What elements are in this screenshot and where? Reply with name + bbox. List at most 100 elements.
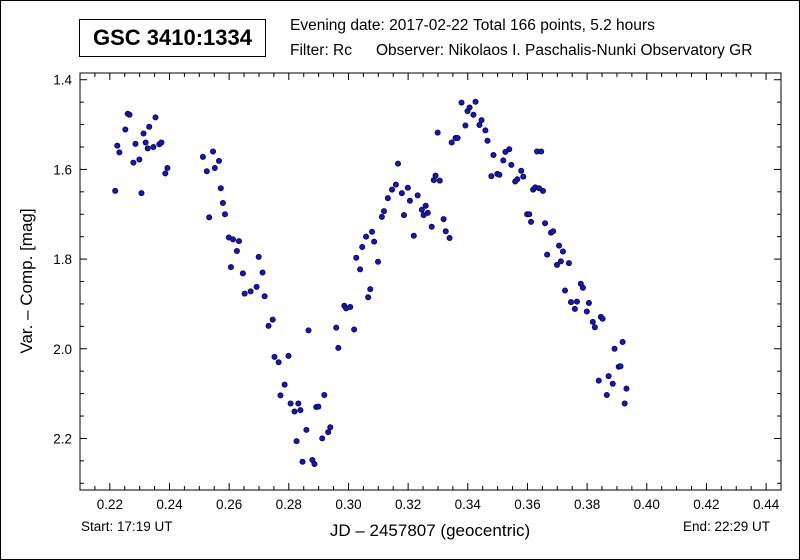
data-point	[126, 111, 133, 118]
data-point	[122, 126, 129, 133]
data-point	[321, 391, 328, 398]
data-point	[623, 385, 630, 392]
data-point	[265, 322, 272, 329]
y-tick-label: 2.2	[53, 431, 72, 446]
data-point	[478, 117, 485, 124]
star-name: GSC 3410:1334	[93, 25, 252, 50]
data-point	[291, 408, 298, 415]
x-tick-label: 0.22	[97, 497, 123, 512]
data-point	[221, 211, 228, 218]
data-point	[305, 327, 312, 334]
data-point	[351, 326, 358, 333]
data-point	[335, 344, 342, 351]
data-point	[573, 298, 580, 305]
data-point	[357, 266, 364, 273]
data-point	[557, 258, 564, 265]
x-tick-label: 0.40	[634, 497, 660, 512]
x-tick-label: 0.34	[455, 497, 482, 512]
data-point	[210, 148, 217, 155]
data-point	[295, 400, 302, 407]
data-point	[132, 140, 139, 147]
data-point	[462, 122, 469, 129]
data-point	[520, 173, 527, 180]
data-point	[442, 228, 449, 235]
data-point	[621, 400, 628, 407]
data-point	[325, 429, 332, 436]
data-point	[571, 305, 578, 312]
observer-label: Observer: Nikolaos I. Paschalis-Nunki Ob…	[376, 42, 753, 59]
data-point	[152, 114, 159, 121]
y-tick-label: 2.0	[53, 342, 72, 357]
data-point	[389, 186, 396, 193]
data-point	[374, 258, 381, 265]
data-point	[144, 145, 151, 152]
data-point	[394, 160, 401, 167]
data-point	[227, 264, 234, 271]
star-name-box: GSC 3410:1334	[79, 19, 266, 57]
data-point	[538, 148, 545, 155]
data-point	[583, 308, 590, 315]
data-point	[617, 363, 624, 370]
filter-label: Filter: Rc	[290, 42, 352, 59]
data-point	[217, 185, 224, 192]
data-point	[150, 143, 157, 150]
data-point	[496, 171, 503, 178]
y-tick-label: 1.6	[53, 162, 72, 177]
data-point	[506, 146, 513, 153]
data-point	[559, 248, 566, 255]
data-point	[353, 254, 360, 261]
data-point	[371, 238, 378, 245]
data-point	[142, 139, 149, 146]
data-point	[556, 242, 563, 249]
evening-date: Evening date: 2017-02-22	[290, 17, 469, 34]
y-tick-label: 1.4	[53, 73, 72, 88]
data-point	[255, 253, 262, 260]
data-point	[418, 206, 425, 213]
data-point	[112, 187, 119, 194]
data-point	[230, 236, 237, 243]
data-point	[446, 235, 453, 242]
data-point	[333, 324, 340, 331]
data-point	[432, 172, 439, 179]
data-point	[281, 381, 288, 388]
data-point	[199, 153, 206, 160]
data-point	[219, 200, 226, 207]
x-tick-label: 0.30	[335, 497, 361, 512]
data-point	[138, 190, 145, 197]
data-point	[140, 130, 147, 137]
x-tick-label: 0.26	[216, 497, 242, 512]
data-point	[589, 318, 596, 325]
data-point	[365, 294, 372, 301]
data-point	[567, 299, 574, 306]
x-tick-label: 0.24	[156, 497, 183, 512]
data-point	[315, 403, 322, 410]
start-time: Start: 17:19 UT	[81, 519, 173, 534]
data-point	[241, 290, 248, 297]
data-point	[130, 159, 137, 166]
data-point	[378, 213, 385, 220]
data-point	[271, 353, 278, 360]
axis-tick-labels: 0.22 0.24 0.26 0.28 0.30 0.32 0.34 0.36 0.38 0.40…	[53, 73, 779, 512]
data-point	[398, 190, 405, 197]
data-point	[404, 184, 411, 191]
axis-ticks	[79, 73, 782, 490]
data-point	[253, 283, 260, 290]
data-point	[539, 187, 546, 194]
data-point	[448, 139, 455, 146]
data-point	[384, 195, 391, 202]
data-point	[500, 157, 507, 164]
data-point	[392, 181, 399, 188]
data-point	[299, 458, 306, 465]
data-point	[434, 129, 441, 136]
data-point	[579, 284, 586, 291]
data-point	[550, 228, 557, 235]
data-point	[146, 123, 153, 130]
data-point	[488, 173, 495, 180]
x-tick-label: 0.28	[276, 497, 302, 512]
data-point	[440, 216, 447, 223]
y-tick-label: 1.8	[53, 252, 72, 267]
data-point	[303, 426, 310, 433]
data-point	[216, 157, 223, 164]
total-points: Total 166 points, 5.2 hours	[473, 17, 655, 34]
